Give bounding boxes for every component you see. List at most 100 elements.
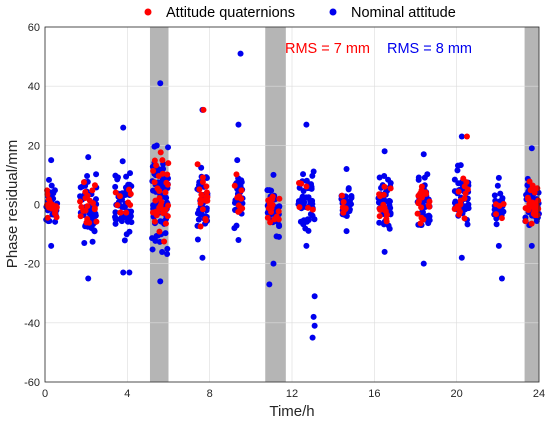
x-tick-label: 4 — [124, 388, 130, 400]
point-quaternion — [422, 189, 429, 196]
point-quaternion — [150, 167, 157, 174]
point-nominal — [112, 209, 119, 216]
point-nominal — [376, 219, 383, 226]
point-nominal — [149, 235, 156, 242]
point-quaternion — [53, 214, 60, 221]
point-quaternion — [455, 211, 462, 218]
point-quaternion — [267, 219, 274, 226]
point-quaternion — [194, 161, 201, 168]
point-nominal — [343, 166, 350, 172]
point-quaternion — [461, 215, 468, 222]
point-quaternion — [238, 187, 245, 194]
point-quaternion — [493, 211, 500, 218]
point-nominal — [457, 162, 464, 169]
point-nominal — [84, 173, 91, 180]
x-tick-label: 16 — [368, 388, 380, 400]
y-tick-label: 0 — [34, 200, 40, 212]
y-tick-label: -20 — [24, 259, 40, 271]
point-nominal — [159, 249, 166, 256]
point-quaternion — [273, 213, 280, 220]
y-tick-label: 40 — [28, 81, 40, 93]
point-nominal — [300, 188, 307, 195]
point-quaternion — [455, 188, 462, 195]
y-tick-label: -60 — [24, 377, 40, 389]
x-axis-label: Time/h — [269, 403, 314, 420]
point-nominal — [112, 172, 119, 179]
point-nominal — [126, 269, 133, 276]
point-nominal — [309, 197, 316, 204]
point-nominal — [45, 176, 52, 183]
point-nominal — [123, 173, 130, 180]
point-nominal — [164, 250, 171, 257]
legend-marker-nominal — [329, 8, 337, 16]
point-nominal — [198, 211, 205, 218]
point-quaternion — [524, 194, 531, 201]
point-nominal — [121, 237, 128, 244]
legend-label-quaternions: Attitude quaternions — [166, 5, 295, 21]
point-nominal — [415, 174, 422, 181]
point-nominal — [348, 201, 355, 208]
point-nominal — [493, 221, 500, 228]
point-nominal — [119, 158, 126, 165]
point-nominal — [494, 182, 501, 189]
x-tick-label: 12 — [286, 388, 298, 400]
point-nominal — [157, 80, 164, 87]
point-quaternion — [82, 194, 89, 201]
point-quaternion — [197, 223, 204, 230]
point-nominal — [48, 157, 55, 164]
point-nominal — [52, 218, 59, 225]
y-tick-label: 60 — [28, 22, 40, 34]
point-nominal — [311, 322, 318, 329]
point-quaternion — [80, 179, 87, 186]
point-quaternion — [164, 171, 171, 178]
point-quaternion — [44, 191, 51, 198]
legend-marker-quaternions — [144, 8, 152, 16]
legend-label-nominal: Nominal attitude — [351, 5, 456, 21]
point-quaternion — [415, 198, 422, 205]
point-quaternion — [463, 179, 470, 186]
point-nominal — [376, 174, 383, 181]
point-quaternion — [152, 197, 159, 204]
point-quaternion — [44, 214, 51, 221]
point-nominal — [528, 242, 535, 249]
point-nominal — [385, 176, 392, 183]
point-quaternion — [86, 219, 93, 226]
point-quaternion — [522, 205, 529, 212]
point-nominal — [149, 246, 156, 253]
point-quaternion — [339, 204, 346, 211]
point-nominal — [93, 171, 100, 178]
point-quaternion — [381, 206, 388, 213]
y-axis-label: Phase residual/mm — [4, 140, 21, 268]
point-quaternion — [151, 157, 158, 164]
point-quaternion — [84, 203, 91, 210]
point-quaternion — [127, 190, 134, 197]
point-quaternion — [526, 178, 533, 185]
point-quaternion — [454, 203, 461, 210]
point-nominal — [311, 293, 318, 300]
point-quaternion — [112, 189, 119, 196]
point-quaternion — [154, 209, 161, 216]
point-nominal — [424, 171, 431, 178]
point-nominal — [300, 171, 307, 178]
point-quaternion — [532, 212, 539, 219]
point-nominal — [199, 254, 206, 261]
y-axis-ticks: -60 -40 -20 0 20 40 60 — [24, 22, 40, 389]
point-quaternion — [414, 210, 421, 217]
point-nominal — [164, 245, 171, 252]
point-quaternion — [203, 183, 210, 190]
point-nominal — [165, 144, 172, 151]
point-nominal — [194, 236, 201, 243]
point-nominal — [348, 192, 355, 199]
point-quaternion — [415, 192, 422, 199]
point-nominal — [275, 233, 282, 240]
point-nominal — [48, 242, 55, 249]
x-tick-label: 0 — [42, 388, 48, 400]
point-quaternion — [202, 215, 209, 222]
point-nominal — [77, 184, 84, 191]
point-nominal — [157, 218, 164, 225]
point-nominal — [299, 195, 306, 202]
point-nominal — [48, 182, 55, 189]
point-quaternion — [199, 206, 206, 213]
y-tick-label: 20 — [28, 140, 40, 152]
